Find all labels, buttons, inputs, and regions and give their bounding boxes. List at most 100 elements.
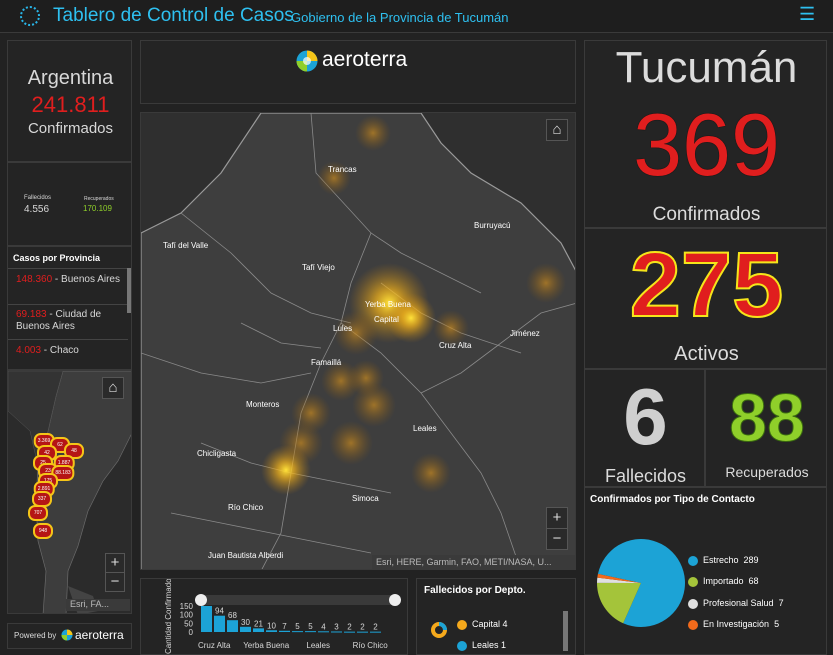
y-tick-label: 0 [189,628,194,637]
legend-item: Capital 4 [457,619,508,630]
bar[interactable] [370,631,381,633]
zoom-out-button[interactable]: − [546,528,568,550]
contact-type-pie-chart [597,539,685,627]
bar[interactable] [266,630,277,632]
bar-value-label: 4 [321,622,326,631]
bar-value-label: 3 [334,622,339,631]
bar[interactable] [227,620,238,632]
bar-value-label: 5 [308,622,313,631]
y-axis-label: Cantidad Confirmados [164,579,173,654]
map-town-label: Leales [413,424,437,433]
hamburger-menu-icon[interactable]: ☰ [799,4,816,24]
bar-value-label: 30 [241,618,250,627]
x-tick-label: Río Chico [353,641,389,650]
pie-slice[interactable] [597,577,641,583]
bar[interactable] [357,631,368,633]
tucuman-active-label: Activos [674,343,739,365]
bar[interactable] [279,630,290,632]
tucuman-deaths-value: 6 [623,372,668,461]
bar[interactable] [305,631,316,633]
map-town-label: Monteros [246,400,280,409]
bar[interactable] [331,631,342,633]
recovered-label: Recuperados [84,196,114,202]
app-header: Tablero de Control de Casos Gobierno de … [0,0,833,33]
slider-handle[interactable] [195,594,207,606]
legend-item: Importado 68 [688,576,759,587]
tucuman-recovered-panel: 88 Recuperados [705,369,827,487]
country-confirmed-label: Confirmados [27,120,114,137]
legend-item: Estrecho 289 [688,555,759,566]
legend-item: Profesional Salud 7 [688,598,784,609]
map-town-label: Famaillá [311,358,342,367]
argentina-totals-panel: Fallecidos 4.556 Recuperados 170.109 [7,162,132,246]
map-town-label: Yerba Buena [365,300,411,309]
tucuman-active-value: 275 [629,233,785,337]
province-count: 69.183 [16,309,47,320]
bar-value-label: 2 [373,623,378,632]
bar-value-label: 2 [347,623,352,632]
bar[interactable] [318,631,329,633]
slider-handle[interactable] [389,594,401,606]
app-logo-icon [20,6,40,26]
tucuman-recovered-label: Recuperados [725,464,809,480]
deaths-donut-chart [431,622,447,638]
mini-map-attribution: Esri, FA... [66,599,130,611]
recovered-value: 170.109 [83,204,112,213]
x-tick-label: Cruz Alta [198,641,231,650]
scrollbar[interactable] [563,611,568,651]
legend-item: Leales 1 [457,640,506,651]
zoom-out-button[interactable]: − [105,572,125,592]
range-slider[interactable] [201,595,396,605]
x-tick-label: Yerba Buena [243,641,290,650]
bar-value-label: 2 [360,623,365,632]
pie-slice[interactable] [597,573,641,583]
pie-slice[interactable] [597,539,685,627]
bar[interactable] [292,631,303,633]
tucuman-deaths-panel: 6 Fallecidos [584,369,705,487]
legend-swatch [688,555,698,566]
scrollbar[interactable] [127,268,131,313]
tucuman-active-panel: 275 Activos [584,228,827,369]
map-town-label: Juan Bautista Alberdi [208,551,284,560]
province-count: 148.360 [16,274,53,285]
home-button[interactable]: ⌂ [546,119,568,141]
bar-value-label: 10 [267,621,276,630]
argentina-mini-map[interactable]: ⌂ 3.369624842251.8872388.1831752.8913377… [7,370,132,614]
pie-slice[interactable] [597,582,641,624]
zoom-in-button[interactable]: + [546,507,568,529]
powered-by-label: Powered by [14,631,57,640]
list-item[interactable]: 148.360 - Buenos Aires [16,274,120,285]
powered-by-brand[interactable]: aeroterra [75,628,124,642]
bar[interactable] [253,628,264,632]
y-tick-label: 100 [180,611,194,620]
list-item[interactable]: 69.183 - Ciudad de Buenos Aires [16,309,102,332]
powered-by-panel: Powered by aeroterra [7,623,132,649]
map-attribution: Esri, HERE, Garmin, FAO, METI/NASA, U... [372,555,575,569]
bar[interactable] [344,631,355,633]
map-case-marker[interactable]: 948 [33,523,53,539]
zoom-in-button[interactable]: + [105,553,125,573]
tucuman-heat-map[interactable]: Trancas Burruyacú Tafí del Valle Tafí Viejo… [140,112,576,570]
bar[interactable] [240,626,251,632]
brand-name[interactable]: aeroterra [322,48,408,71]
contact-chart-title: Confirmados por Tipo de Contacto [590,494,755,505]
legend-swatch [688,619,698,630]
y-tick-label: 150 [180,602,194,611]
app-subtitle: Gobierno de la Provincia de Tucumán [291,10,509,25]
list-item[interactable]: 4.003 - Chaco [16,345,79,356]
aeroterra-logo-icon [296,50,318,72]
bar[interactable] [214,615,225,632]
province-title: Tucumán [615,43,798,92]
confirmed-by-dept-chart-panel: Cantidad Confirmados 150 100 50 0 Cruz Alta 94… [140,578,408,655]
deaths-value: 4.556 [24,204,50,215]
map-town-label: Burruyacú [474,221,511,230]
legend-item: En Investigación 5 [688,619,779,630]
map-town-label: Trancas [328,165,357,174]
map-town-label: Río Chico [228,503,264,512]
province-name: Chaco [49,345,79,356]
home-button[interactable]: ⌂ [102,377,124,399]
map-case-marker[interactable]: 707 [28,505,48,521]
bar[interactable] [201,606,212,632]
map-town-label: Jiménez [510,329,540,338]
